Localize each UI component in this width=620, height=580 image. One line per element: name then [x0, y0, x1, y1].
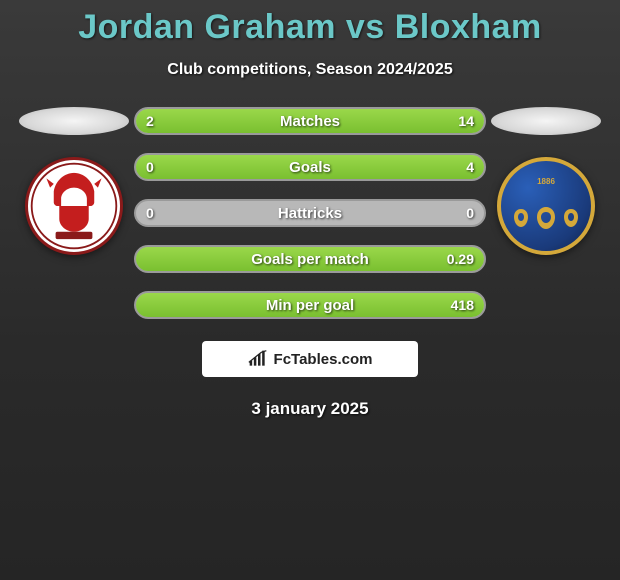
page-title: Jordan Graham vs Bloxham: [0, 0, 620, 47]
stat-label: Goals: [136, 159, 484, 176]
stat-label: Goals per match: [136, 251, 484, 268]
right-club-crest: 1886: [497, 157, 595, 255]
stat-label: Min per goal: [136, 297, 484, 314]
branding-text: FcTables.com: [274, 351, 373, 368]
stat-row: 04Goals: [134, 153, 486, 181]
branding-badge: FcTables.com: [202, 341, 418, 377]
stat-row: 0.29Goals per match: [134, 245, 486, 273]
right-player-avatar: [491, 107, 601, 135]
dragon-icon: [28, 160, 120, 252]
lions-icon: [501, 205, 591, 236]
stat-label: Matches: [136, 113, 484, 130]
date-text: 3 january 2025: [0, 399, 620, 419]
stats-bars: 214Matches 04Goals 00Hattricks 0.29Goals pe…: [134, 107, 486, 319]
stat-row: 214Matches: [134, 107, 486, 135]
left-side: [14, 107, 134, 255]
stat-row: 418Min per goal: [134, 291, 486, 319]
stat-label: Hattricks: [136, 205, 484, 222]
subtitle: Club competitions, Season 2024/2025: [0, 61, 620, 79]
left-player-avatar: [19, 107, 129, 135]
stat-row: 00Hattricks: [134, 199, 486, 227]
comparison-panel: 214Matches 04Goals 00Hattricks 0.29Goals pe…: [0, 107, 620, 319]
crest-year: 1886: [501, 177, 591, 186]
right-side: 1886: [486, 107, 606, 255]
left-club-crest: [25, 157, 123, 255]
chart-icon: [248, 350, 268, 368]
